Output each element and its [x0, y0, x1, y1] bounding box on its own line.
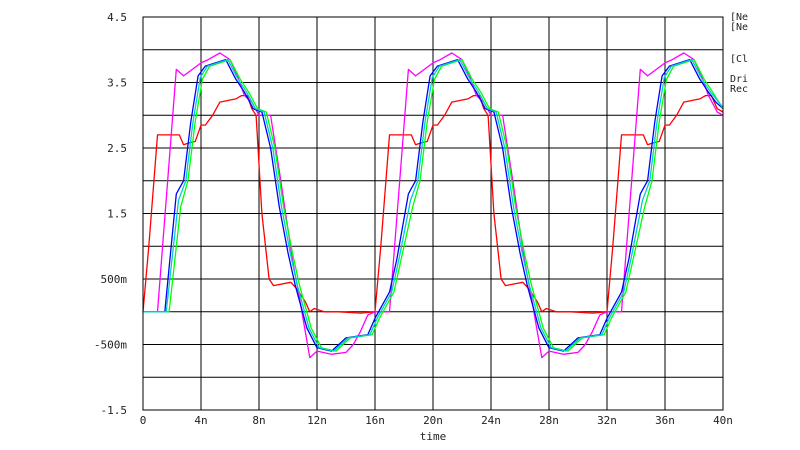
- x-tick-label: 12n: [307, 414, 327, 427]
- legend-entry: Dri: [730, 74, 748, 85]
- legend-entry: [Cl: [730, 54, 748, 65]
- x-axis-ticks: 0 4n 8n 12n 16n 20n 24n 28n 32n 36n 40n: [140, 414, 733, 427]
- legend-entry: [Ne: [730, 12, 748, 23]
- chart-series-group: [142, 52, 724, 359]
- x-tick-label: 0: [140, 414, 147, 427]
- x-axis-label: time: [420, 430, 447, 443]
- x-tick-label: 32n: [597, 414, 617, 427]
- x-tick-label: 8n: [252, 414, 265, 427]
- y-tick-label: 1.5: [107, 208, 127, 221]
- x-tick-label: 4n: [194, 414, 207, 427]
- y-tick-label: -500m: [94, 339, 127, 352]
- y-tick-label: 500m: [101, 273, 128, 286]
- x-tick-label: 40n: [713, 414, 733, 427]
- series-line-2: [143, 52, 724, 359]
- y-tick-label: -1.5: [101, 404, 128, 417]
- legend-entry: [Ne: [730, 22, 748, 33]
- series-line-5: [143, 58, 724, 352]
- series-line-4: [143, 58, 724, 352]
- y-axis-ticks: 4.5 3.5 2.5 1.5 500m -500m -1.5: [94, 11, 127, 417]
- series-line-3: [143, 58, 724, 352]
- series-line-1: [142, 94, 724, 314]
- x-tick-label: 16n: [365, 414, 385, 427]
- x-tick-label: 24n: [481, 414, 501, 427]
- y-tick-label: 4.5: [107, 11, 127, 24]
- y-tick-label: 3.5: [107, 77, 127, 90]
- x-tick-label: 36n: [655, 414, 675, 427]
- y-tick-label: 2.5: [107, 142, 127, 155]
- x-tick-label: 20n: [423, 414, 443, 427]
- x-tick-label: 28n: [539, 414, 559, 427]
- legend-entry: Rec: [730, 84, 748, 95]
- plot-frame: [142, 16, 724, 411]
